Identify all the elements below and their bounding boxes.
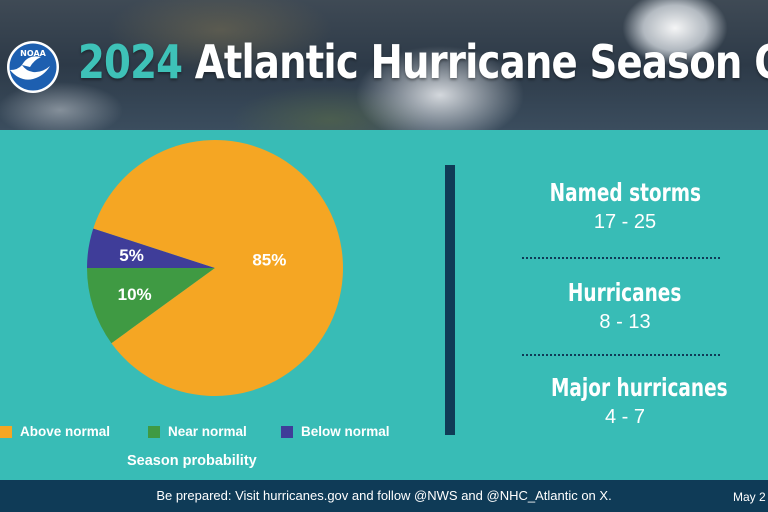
stat-range-named-storms: 17 - 25 [593, 211, 657, 233]
pie-legend: Above normal Near normal Below normal [0, 424, 440, 440]
stat-divider [522, 257, 720, 259]
legend-item-below-normal: Below normal [281, 424, 390, 439]
satellite-header: NOAA 2024 Atlantic Hurricane Season Outl… [0, 0, 768, 130]
vertical-divider [445, 165, 455, 435]
legend-swatch-below-normal [281, 425, 293, 438]
footer-message: Be prepared: Visit hurricanes.gov and fo… [156, 488, 612, 503]
pie-slice-below-normal [87, 228, 215, 268]
legend-label-above-normal: Above normal [20, 424, 111, 439]
footer-bar: Be prepared: Visit hurricanes.gov and fo… [0, 480, 768, 512]
stat-range-hurricanes: 8 - 13 [599, 311, 651, 333]
stat-label-major-hurricanes: Major hurricanes [551, 373, 728, 402]
page-title: 2024 Atlantic Hurricane Season Outlook [78, 32, 768, 92]
stat-label-hurricanes: Hurricanes [568, 278, 682, 307]
legend-item-near-normal: Near normal [148, 424, 247, 439]
title-year: 2024 [78, 35, 183, 89]
title-text: Atlantic Hurricane Season Outlook [194, 35, 768, 89]
stat-label-named-storms: Named storms [549, 178, 701, 207]
season-probability-pie: 10% 5% 85% [87, 140, 343, 396]
pie-label-above-normal: 85% [252, 250, 286, 269]
stat-major-hurricanes: Major hurricanes 4 - 7 [520, 373, 730, 429]
stat-hurricanes: Hurricanes 8 - 13 [520, 278, 730, 334]
pie-label-near-normal: 10% [118, 285, 152, 304]
legend-item-above-normal: Above normal [0, 424, 110, 439]
pie-label-below-normal: 5% [119, 246, 144, 265]
noaa-logo-text: NOAA [20, 49, 46, 58]
stat-named-storms: Named storms 17 - 25 [520, 178, 730, 234]
pie-slice-above-normal [93, 140, 343, 396]
legend-label-near-normal: Near normal [168, 424, 247, 439]
legend-swatch-near-normal [148, 425, 160, 438]
pie-slice-near-normal [87, 268, 215, 344]
legend-swatch-above-normal [0, 425, 12, 438]
footer-date: May 2 [733, 490, 766, 504]
chart-caption: Season probability [127, 453, 257, 469]
stat-range-major-hurricanes: 4 - 7 [604, 406, 646, 428]
stat-divider [522, 354, 720, 356]
noaa-logo: NOAA [7, 41, 59, 93]
legend-label-below-normal: Below normal [301, 424, 390, 439]
